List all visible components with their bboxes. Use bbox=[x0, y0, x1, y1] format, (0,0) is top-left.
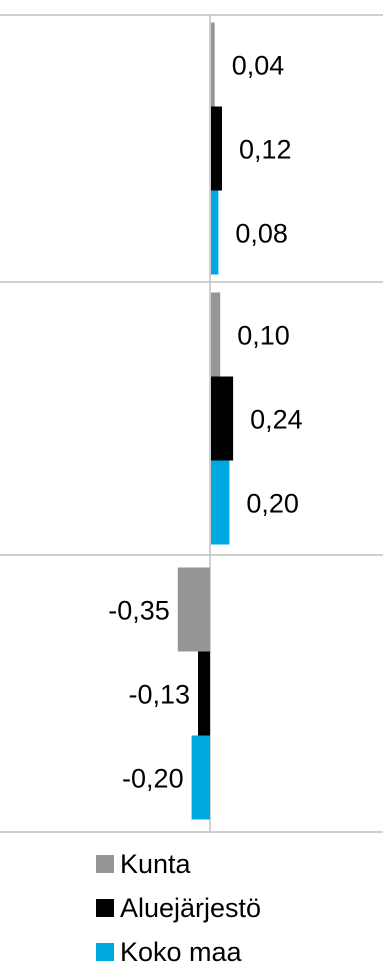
bar-aluej-rjest--group-1 bbox=[211, 106, 222, 191]
data-label: 0,04 bbox=[232, 51, 285, 81]
bar-kunta-group-1 bbox=[211, 22, 215, 107]
data-label: 0,20 bbox=[246, 489, 299, 519]
bar-koko-maa-group-3 bbox=[191, 735, 210, 820]
legend-label-kunta: Kunta bbox=[120, 848, 191, 879]
data-label: 0,10 bbox=[237, 321, 290, 351]
bar-aluej-rjest--group-3 bbox=[198, 651, 210, 736]
legend-swatch-koko-maa bbox=[96, 943, 114, 961]
bar-aluej-rjest--group-2 bbox=[211, 376, 234, 461]
data-label: 0,08 bbox=[235, 219, 288, 249]
bar-koko-maa-group-2 bbox=[211, 460, 230, 545]
data-label: 0,12 bbox=[239, 135, 292, 165]
bar-kunta-group-2 bbox=[211, 292, 221, 377]
legend-item-aluejarjesto: Aluejärjestö bbox=[96, 886, 261, 930]
legend-item-koko-maa: Koko maa bbox=[96, 930, 261, 974]
legend-swatch-kunta bbox=[96, 855, 114, 873]
legend-label-aluejarjesto: Aluejärjestö bbox=[120, 892, 262, 923]
bar-koko-maa-group-1 bbox=[211, 190, 219, 275]
data-label: 0,24 bbox=[250, 405, 303, 435]
bars bbox=[177, 22, 234, 820]
legend-item-kunta: Kunta bbox=[96, 842, 261, 886]
legend: Kunta Aluejärjestö Koko maa bbox=[96, 842, 261, 974]
legend-label-koko-maa: Koko maa bbox=[120, 936, 242, 967]
legend-swatch-aluejarjesto bbox=[96, 899, 114, 917]
bar-kunta-group-3 bbox=[177, 567, 210, 652]
data-label: -0,20 bbox=[122, 764, 184, 794]
bar-chart: 0,04 0,12 0,08 0,10 0,24 0,20 -0,35 -0,13 -0,20 bbox=[0, 14, 383, 833]
data-labels: 0,04 0,12 0,08 0,10 0,24 0,20 -0,35 -0,13 -0,20 bbox=[108, 51, 302, 794]
gridlines bbox=[0, 14, 383, 833]
data-label: -0,35 bbox=[108, 596, 170, 626]
data-label: -0,13 bbox=[128, 680, 190, 710]
